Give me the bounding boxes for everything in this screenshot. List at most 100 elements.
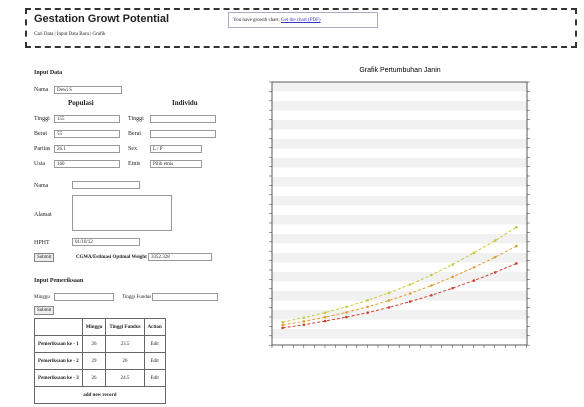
point: [366, 311, 369, 314]
chart: Grafik Pertumbuhan Janin: [269, 67, 530, 348]
footer-row: add new record: [34, 386, 166, 404]
cell: 24.5: [105, 369, 145, 387]
input[interactable]: [150, 115, 216, 123]
cell: 23.5: [105, 335, 145, 353]
grid-band: [272, 139, 527, 149]
nav[interactable]: Cari Data | Input Data Baru | Grafik: [34, 32, 106, 37]
grid-band: [272, 272, 527, 282]
row: Pemeriksaan ke - 1 26 23.5 Edit: [34, 335, 166, 353]
grid-band: [272, 291, 527, 301]
point: [493, 271, 497, 274]
button[interactable]: Submit: [34, 253, 55, 262]
series-line: [282, 245, 517, 326]
point: [323, 319, 327, 323]
label: HPHT: [34, 240, 50, 246]
point: [281, 323, 284, 327]
point: [430, 284, 433, 287]
grid-band: [272, 101, 527, 111]
point: [515, 244, 518, 248]
label: Etnis: [128, 161, 141, 167]
grid-band: [272, 177, 527, 187]
point: [281, 320, 284, 324]
grid-band: [272, 215, 527, 225]
header-row: Minggu Tinggi Fundus Action: [34, 318, 166, 336]
grid-band: [272, 310, 527, 320]
table: Minggu Tinggi Fundus Action Pemeriksaan ke …: [34, 318, 166, 404]
point: [387, 299, 391, 302]
label: Tinggi: [34, 116, 50, 122]
input[interactable]: [72, 181, 140, 189]
title: Gestation Growt Potential: [34, 13, 170, 25]
point: [323, 311, 327, 314]
label: Berat: [128, 131, 141, 137]
notice-link[interactable]: Get the chart (PDF): [280, 18, 321, 23]
point: [515, 262, 518, 265]
edit-button[interactable]: Edit: [143, 352, 166, 370]
point: [472, 251, 476, 255]
label: Nama: [34, 183, 49, 189]
row: Pemeriksaan ke - 2 29 26 Edit: [34, 352, 166, 370]
notice: You have growth chart. Get the chart (PD…: [228, 12, 378, 28]
form-heading: Input Data: [34, 70, 63, 76]
label: Berat: [34, 131, 47, 137]
point: [345, 311, 348, 314]
grid-band: [272, 329, 527, 339]
edit-button[interactable]: Edit: [143, 369, 166, 387]
label: Nama: [34, 87, 49, 93]
cell: 26: [81, 369, 107, 387]
point: [387, 306, 391, 309]
point: [387, 291, 391, 295]
input[interactable]: 55: [54, 130, 120, 138]
edit-button[interactable]: Edit: [143, 335, 166, 353]
input[interactable]: 155: [54, 115, 120, 123]
point: [451, 263, 454, 266]
point: [366, 298, 369, 302]
point: [408, 292, 412, 295]
input[interactable]: 26.1: [54, 145, 120, 153]
cell: Pemeriksaan ke - 3: [34, 369, 83, 387]
button[interactable]: Submit: [34, 306, 55, 315]
point: [451, 275, 454, 279]
point: [472, 279, 476, 282]
header-box: [25, 8, 577, 48]
input[interactable]: 3352.328: [148, 253, 212, 261]
point: [281, 326, 284, 330]
input[interactable]: Dewi S: [54, 86, 122, 94]
header-cell: Tinggi Fundus: [105, 318, 145, 336]
input[interactable]: [54, 293, 114, 301]
grid-band: [272, 253, 527, 263]
label: Tinggi: [128, 116, 144, 122]
input[interactable]: [152, 293, 218, 301]
point: [408, 300, 412, 303]
label: Minggu: [34, 295, 50, 300]
point: [472, 266, 476, 269]
label: Tinggi Fundus: [122, 295, 152, 300]
row: Pemeriksaan ke - 3 26 24.5 Edit: [34, 369, 166, 387]
point: [302, 316, 306, 319]
point: [515, 225, 518, 229]
point: [451, 286, 454, 290]
select[interactable]: Pilih etnis: [150, 160, 202, 168]
cell: Pemeriksaan ke - 2: [34, 352, 83, 370]
col: Populasi: [68, 99, 94, 107]
exam-heading: Input Pemeriksaan: [34, 278, 84, 284]
chart-title: Grafik Pertumbuhan Janin: [359, 67, 440, 74]
select[interactable]: L / P: [150, 145, 202, 153]
grid-band: [272, 196, 527, 206]
point: [430, 293, 433, 297]
input[interactable]: [150, 130, 216, 138]
point: [493, 239, 497, 242]
add-record[interactable]: add new record: [34, 386, 166, 404]
cell: 26: [81, 335, 107, 353]
input[interactable]: 160: [54, 160, 120, 168]
textarea[interactable]: [72, 195, 172, 231]
grid-band: [272, 82, 527, 92]
point: [493, 255, 497, 259]
cell: [34, 318, 83, 336]
series-line: [282, 226, 517, 323]
series-line: [282, 263, 517, 329]
grid-band: [272, 120, 527, 130]
col: Individu: [172, 99, 198, 107]
label: Sex: [128, 146, 137, 152]
select[interactable]: 01/10/12: [72, 238, 140, 246]
